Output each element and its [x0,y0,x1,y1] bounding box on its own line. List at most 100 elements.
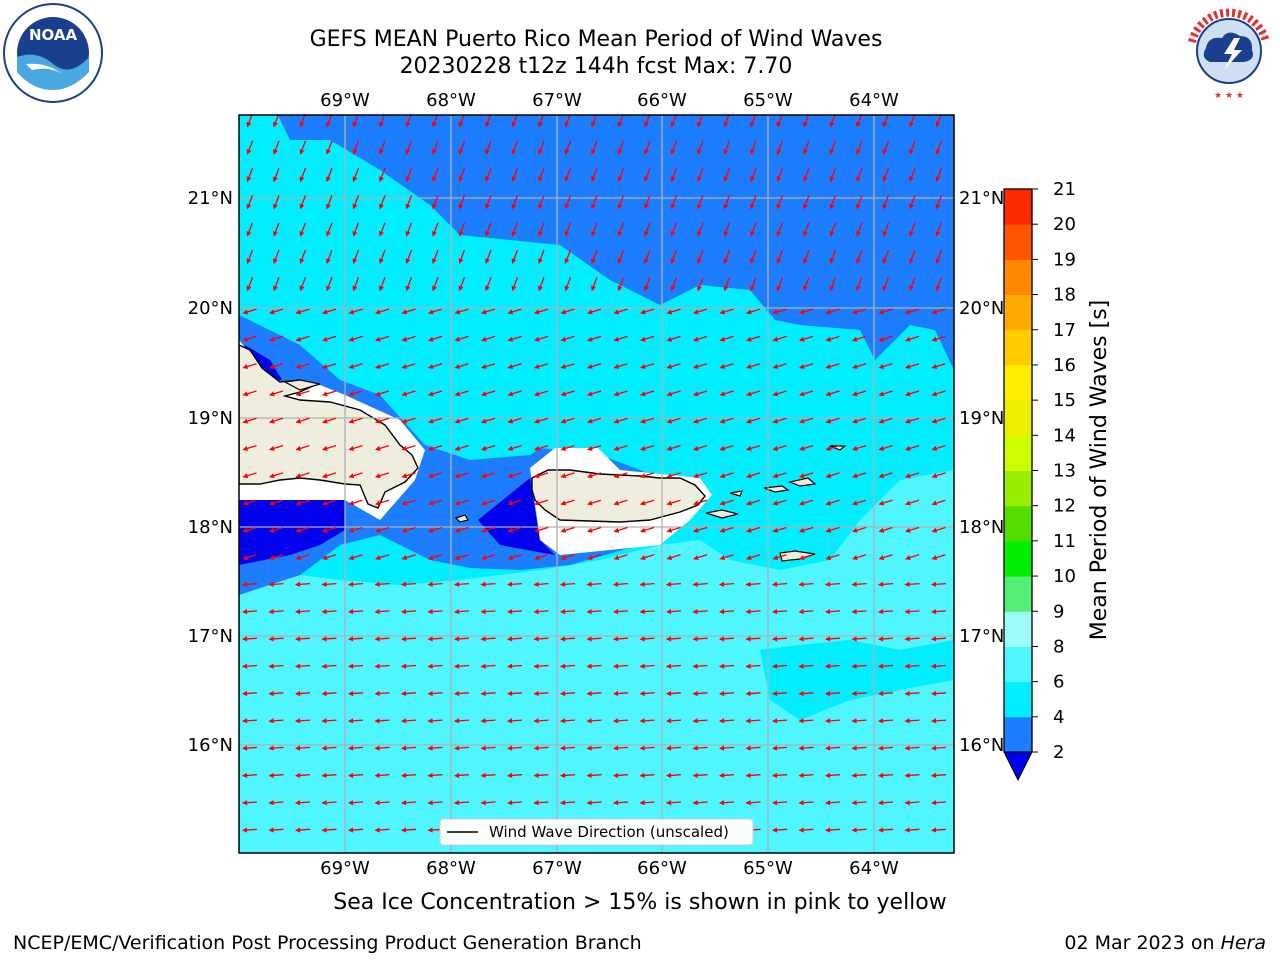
wave-direction-arrow [856,140,863,155]
wave-direction-arrow [772,444,787,451]
wave-direction-arrow [799,472,814,479]
wave-direction-arrow [352,167,360,183]
wave-direction-arrow [269,526,284,533]
wave-direction-arrow [612,772,629,778]
wave-direction-arrow [665,800,682,806]
wave-direction-arrow [878,390,893,397]
wave-direction-arrow [670,167,678,183]
wave-direction-arrow [268,827,284,833]
wave-direction-arrow [693,444,708,451]
wave-direction-arrow [612,718,629,724]
wave-direction-arrow [560,472,575,479]
wave-direction-arrow [613,308,628,315]
wave-direction-arrow [401,308,416,315]
wave-direction-arrow [375,444,390,451]
wave-direction-arrow [824,690,841,697]
wave-direction-arrow [375,554,390,561]
wave-direction-arrow [374,609,390,615]
wave-direction-arrow [692,772,708,778]
wave-direction-arrow [772,363,787,369]
wave-direction-arrow [299,277,307,292]
wave-direction-arrow [534,363,549,369]
wave-direction-arrow [347,636,364,642]
wave-direction-arrow [533,745,549,751]
wave-direction-arrow [617,249,625,264]
wave-direction-arrow [825,554,840,561]
wave-direction-arrow [930,690,947,697]
wave-direction-arrow [400,800,417,806]
wave-direction-arrow [322,363,337,369]
wave-direction-arrow [586,581,602,587]
wave-direction-arrow [299,249,307,264]
wave-direction-arrow [719,308,734,315]
wave-direction-arrow [379,277,386,292]
wave-direction-arrow [379,195,386,210]
wave-direction-arrow [904,663,920,669]
wave-direction-arrow [458,277,466,292]
wave-direction-arrow [454,499,469,506]
wave-direction-arrow [458,167,466,183]
wave-direction-arrow [352,222,360,237]
wave-direction-arrow [485,277,492,292]
wave-direction-arrow [538,195,545,210]
wave-direction-arrow [586,663,602,669]
wave-direction-arrow [246,249,254,264]
wave-direction-arrow [506,581,523,587]
wave-direction-arrow [851,690,867,697]
wave-direction-arrow [560,444,575,451]
wave-direction-arrow [587,390,602,397]
wave-direction-arrow [401,363,416,369]
wave-direction-arrow [909,140,916,155]
wave-direction-arrow [375,308,390,315]
wave-direction-arrow [771,690,788,697]
wave-direction-arrow [533,690,549,697]
lat-label-left-4: 18°N [188,517,233,538]
wave-direction-arrow [506,718,523,724]
wave-direction-arrow [428,444,443,451]
wave-direction-arrow [560,417,575,424]
wave-direction-arrow [428,554,443,561]
wave-direction-arrow [321,745,337,751]
wave-direction-arrow [506,745,523,751]
wave-direction-arrow [746,363,761,369]
wave-direction-arrow [877,827,894,833]
wave-direction-arrow [506,690,523,697]
wave-direction-arrow [824,745,841,751]
wave-direction-arrow [533,800,549,806]
wave-direction-arrow [612,636,629,642]
wave-direction-arrow [587,417,602,424]
wave-region-darkest-blue-2 [478,478,555,555]
wave-direction-arrow [693,472,708,479]
wave-direction-arrow [379,222,386,237]
land-islet-mona [454,514,469,523]
wave-direction-arrow [750,277,757,292]
wave-direction-arrow [273,222,280,237]
wave-direction-arrow [321,636,337,642]
wave-direction-arrow [666,444,681,451]
colorbar-tick-label: 6 [1053,672,1064,693]
wave-direction-arrow [401,554,416,561]
wave-direction-arrow [856,167,863,183]
wave-direction-arrow [856,222,863,237]
lat-label-right-2: 20°N [959,298,1004,319]
wave-direction-arrow [852,554,867,561]
wave-direction-arrow [428,417,443,424]
wave-direction-arrow [829,167,837,183]
wave-direction-arrow [268,663,284,669]
wave-direction-arrow [959,693,973,694]
wave-direction-arrow [427,718,443,724]
wave-direction-arrow [428,526,443,533]
wave-direction-arrow [639,718,655,724]
wave-direction-arrow [644,249,651,264]
wave-direction-arrow [241,663,258,669]
wave-direction-arrow [718,718,735,724]
wave-direction-arrow [375,335,390,342]
wave-direction-arrow [268,636,284,642]
wave-direction-arrow [799,308,814,315]
wave-direction-arrow [640,499,655,506]
wave-direction-arrow [959,500,972,504]
wave-direction-arrow [405,277,413,292]
land-islet-vi-2 [763,485,790,493]
wave-direction-arrow [829,140,837,155]
